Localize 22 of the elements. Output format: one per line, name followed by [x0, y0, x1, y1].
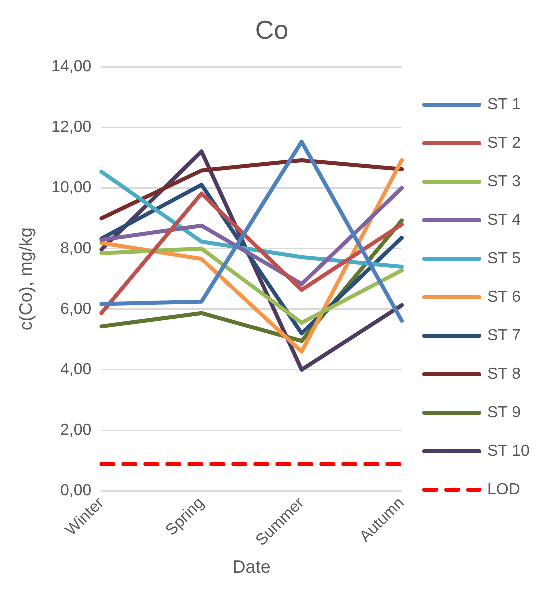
x-axis-title: Date — [232, 557, 271, 578]
legend-label: ST 3 — [488, 173, 522, 190]
chart-title: Co — [255, 14, 289, 45]
y-tick-label: 2,00 — [60, 422, 92, 439]
y-tick-label: 4,00 — [60, 361, 92, 378]
legend-label: ST 8 — [488, 366, 522, 383]
legend-label: ST 5 — [488, 250, 522, 268]
legend-label: ST 2 — [488, 134, 522, 152]
legend-label: ST 7 — [488, 327, 522, 344]
y-tick-label: 8,00 — [60, 240, 92, 258]
y-tick-label: 12,00 — [52, 119, 92, 136]
y-axis-title: c(Co), mg/kg — [16, 228, 36, 331]
legend-label: LOD — [488, 481, 520, 498]
y-tick-label: 10,00 — [52, 180, 92, 197]
y-tick-label: 14,00 — [52, 58, 92, 76]
legend-label: ST 4 — [488, 212, 522, 229]
legend-label: ST 9 — [488, 404, 522, 422]
legend-label: ST 1 — [488, 96, 522, 114]
y-tick-label: 6,00 — [60, 300, 92, 318]
legend-label: ST 6 — [488, 288, 522, 306]
legend-label: ST 10 — [488, 442, 530, 460]
y-tick-label: 0,00 — [60, 482, 92, 500]
